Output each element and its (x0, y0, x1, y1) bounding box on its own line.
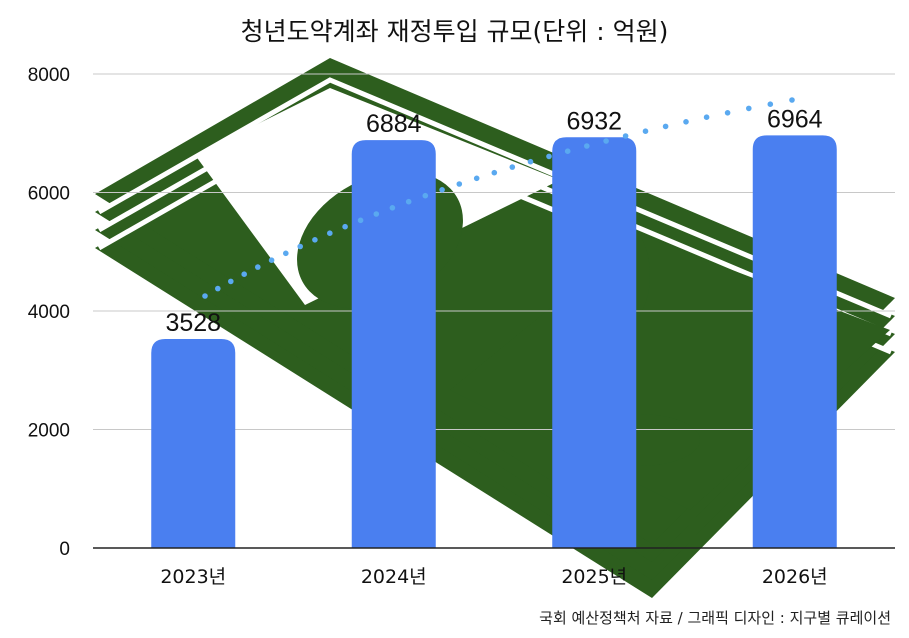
trend-dot (373, 211, 380, 217)
trend-dot (228, 278, 234, 285)
trend-dot (703, 114, 710, 120)
x-tick-label: 2024년 (361, 566, 427, 588)
trend-dot (564, 148, 571, 154)
x-axis-ticks: 2023년 2024년 2025년 2026년 (160, 566, 827, 588)
trend-dot (622, 133, 629, 139)
trend-dot (297, 243, 304, 250)
trend-dot (584, 143, 590, 149)
trend-dot (422, 192, 429, 199)
bar (151, 338, 236, 548)
data-label: 6932 (566, 107, 622, 135)
trend-dot (456, 181, 463, 187)
bars (151, 135, 837, 549)
trend-dot (603, 138, 609, 144)
y-axis-ticks: 0 2000 4000 6000 8000 (28, 65, 70, 560)
trend-dot (746, 105, 752, 112)
y-tick-label: 4000 (28, 302, 70, 323)
trend-dot (642, 128, 649, 134)
x-tick-label: 2026년 (762, 566, 828, 588)
trend-dot (357, 217, 364, 224)
trend-dot (546, 153, 552, 160)
trend-dot (662, 123, 669, 130)
trend-dot (405, 198, 412, 205)
data-labels: 3528 6884 6932 6964 (165, 105, 822, 337)
trend-dot (254, 264, 261, 270)
x-tick-label: 2023년 (160, 566, 226, 588)
data-label: 6884 (366, 110, 422, 138)
trend-dot (767, 101, 774, 107)
x-tick-label: 2025년 (561, 566, 627, 588)
trend-dot (491, 169, 498, 176)
bar (752, 135, 837, 548)
trend-dot (327, 230, 333, 236)
trend-dot (527, 158, 534, 165)
trend-dot (789, 97, 795, 103)
trend-dots (202, 97, 795, 299)
trend-dot (683, 119, 689, 125)
y-tick-label: 0 (59, 539, 70, 560)
trend-dot (215, 285, 221, 292)
chart-title: 청년도약계좌 재정투입 규모(단위 : 억원) (240, 17, 669, 46)
y-tick-label: 6000 (28, 184, 70, 205)
source-note: 국회 예산정책처 자료 / 그래픽 디자인 : 지구별 큐레이션 (539, 609, 891, 627)
y-tick-label: 8000 (28, 65, 70, 86)
trend-dot (509, 164, 516, 170)
trend-dot (342, 223, 348, 230)
trend-dot (283, 250, 289, 257)
trend-dot (724, 110, 731, 116)
data-label: 3528 (165, 309, 221, 337)
trend-dot (202, 293, 208, 299)
bar (552, 137, 637, 549)
trend-dot (312, 237, 318, 243)
y-tick-label: 2000 (28, 421, 70, 442)
trend-dot (241, 271, 247, 278)
data-label: 6964 (767, 105, 823, 133)
trend-dot (268, 257, 275, 264)
trend-dot (439, 187, 445, 193)
trend-dot (473, 175, 480, 182)
bar (351, 140, 436, 549)
trend-dot (389, 205, 396, 211)
